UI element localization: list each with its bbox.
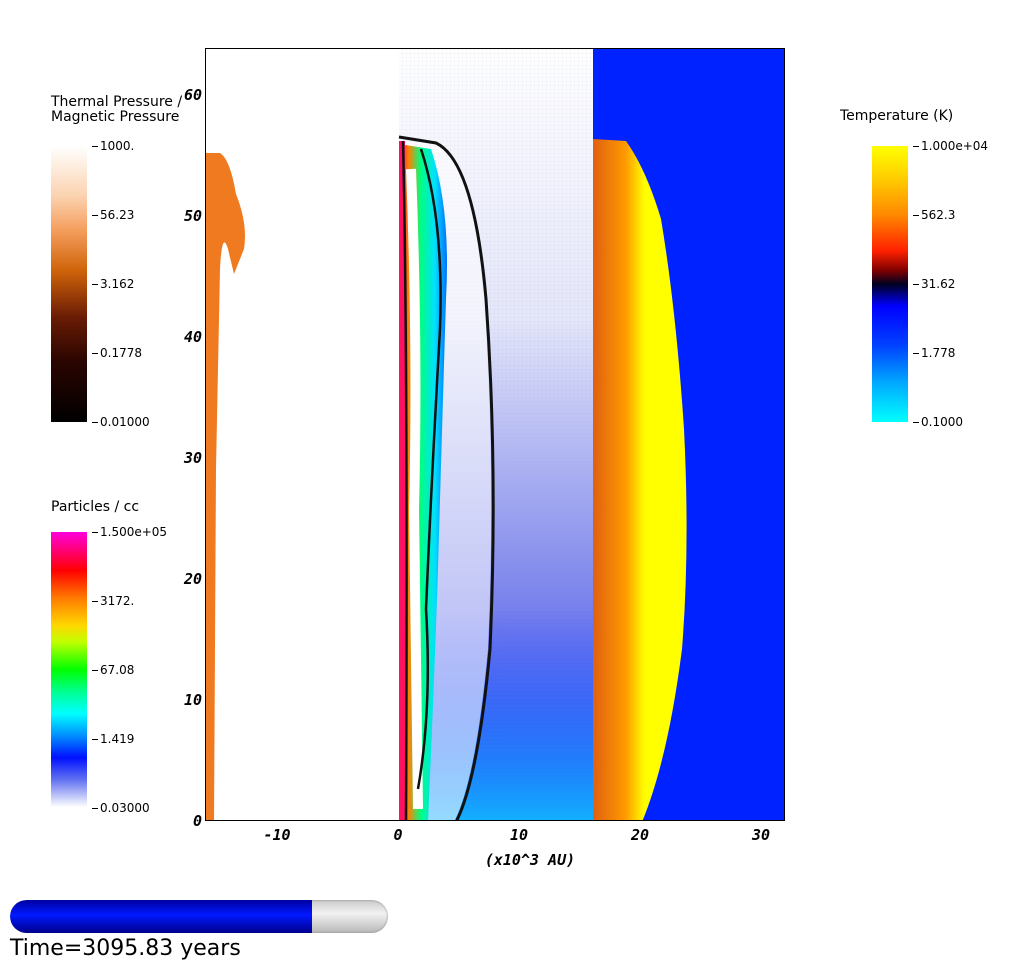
pressure-colorbar-title-line2: Magnetic Pressure <box>51 109 180 125</box>
x-axis-label: (x10^3 AU) <box>484 851 576 869</box>
y-tick-label: 0 <box>192 812 202 830</box>
temperature-tick: 562.3 <box>912 208 956 222</box>
x-tick-label: 0 <box>393 826 403 844</box>
density-colorbar <box>51 532 87 807</box>
x-tick-label: -10 <box>263 826 291 844</box>
y-tick-label: 30 <box>183 449 202 467</box>
time-label: Time=3095.83 years <box>10 936 241 961</box>
simulation-field <box>206 49 784 820</box>
simulation-plot <box>205 48 785 821</box>
temperature-colorbar <box>872 146 908 422</box>
density-tick: 0.03000 <box>92 801 150 815</box>
pressure-colorbar <box>51 146 87 422</box>
density-tick: 1.419 <box>91 732 135 746</box>
pressure-tick: 56.23 <box>91 208 135 222</box>
pressure-tick: 3.162 <box>91 277 135 291</box>
y-tick-label: 50 <box>183 207 202 225</box>
pressure-tick: 0.1778 <box>92 346 142 360</box>
x-tick-label: 10 <box>509 826 529 844</box>
pressure-tick: 0.01000 <box>92 415 150 429</box>
temperature-colorbar-title: Temperature (K) <box>840 108 954 124</box>
density-tick: 67.08 <box>91 663 135 677</box>
temperature-tick: 31.62 <box>912 277 956 291</box>
x-tick-label: 20 <box>630 826 650 844</box>
y-tick-label: 20 <box>183 570 202 588</box>
temperature-tick: 0.1000 <box>913 415 963 429</box>
y-tick-label: 60 <box>183 86 202 104</box>
density-contour <box>398 135 495 820</box>
y-tick-label: 40 <box>183 328 202 346</box>
density-colorbar-title: Particles / cc <box>51 499 140 515</box>
pressure-ratio-region <box>206 153 245 820</box>
x-tick-label: 30 <box>751 826 771 844</box>
pressure-colorbar-title: Thermal Pressure / Magnetic Pressure <box>51 95 182 125</box>
temperature-tick: 1.000e+04 <box>912 139 989 153</box>
pressure-tick: 1000. <box>91 139 135 153</box>
pressure-panel <box>206 49 399 820</box>
density-tick: 3172. <box>91 594 135 608</box>
density-tick: 1.500e+05 <box>91 525 168 539</box>
temperature-tick: 1.778 <box>912 346 956 360</box>
y-tick-label: 10 <box>183 691 202 709</box>
temperature-hot-region <box>593 139 687 820</box>
time-progress-fill <box>10 900 313 933</box>
pressure-colorbar-title-line1: Thermal Pressure / <box>51 94 183 110</box>
time-progress-bar <box>10 900 388 933</box>
